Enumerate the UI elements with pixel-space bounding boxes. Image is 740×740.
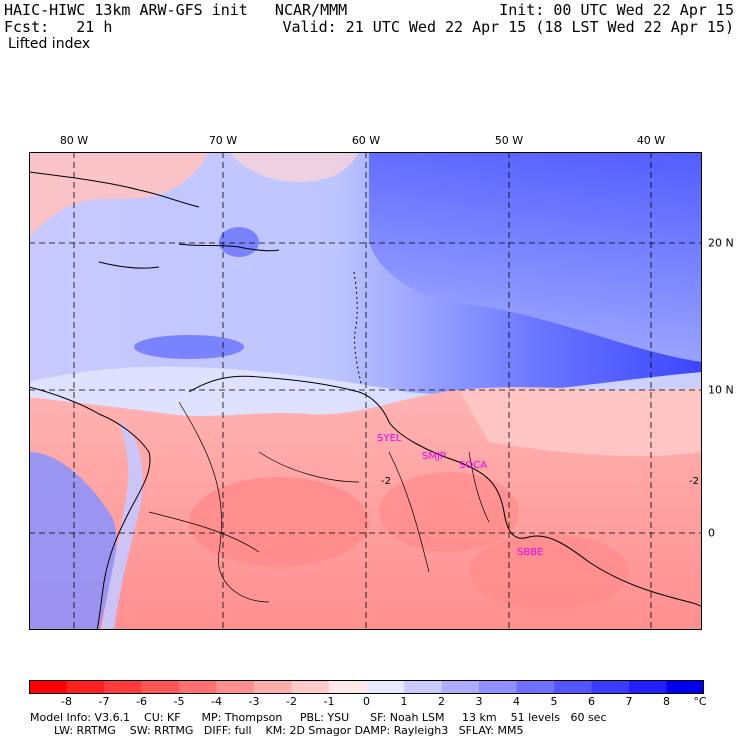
- colorbar-swatch: [141, 680, 180, 694]
- colorbar-frame: [29, 680, 704, 694]
- colorbar-swatch: [216, 680, 255, 694]
- north-pink-patch: [229, 152, 359, 182]
- colorbar-label: 0: [363, 695, 370, 708]
- latlon-grid: [29, 152, 702, 630]
- colorbar-swatch: [291, 680, 330, 694]
- colorbar-label: 3: [475, 695, 483, 708]
- lat-label-10n: 10 N: [708, 383, 734, 397]
- colorbar-swatch: [516, 680, 555, 694]
- colorbar-swatch: [479, 680, 517, 694]
- model-info-line1: Model Info: V3.6.1 CU: KF MP: Thompson P…: [30, 711, 607, 724]
- country-borders: [148, 401, 490, 603]
- colorbar-swatch: [666, 680, 704, 694]
- colorbar-label: 7: [625, 695, 633, 708]
- colorbar-swatch: [329, 680, 367, 694]
- station-smjp: SMJP: [422, 451, 446, 462]
- colorbar-swatch: [104, 680, 142, 694]
- colorbar-label: -1: [323, 695, 335, 708]
- colorbar-label: -8: [61, 695, 72, 708]
- colorbar-label: -6: [136, 695, 147, 708]
- colorbar-label: 5: [550, 695, 558, 708]
- valid-time: Valid: 21 UTC Wed 22 Apr 15 (18 LST Wed …: [282, 18, 734, 36]
- lon-label-80w: 80 W: [59, 134, 89, 147]
- contour-label-minus2: -2: [689, 476, 699, 487]
- field-name: Lifted index: [8, 36, 91, 52]
- red-core-central: [379, 472, 519, 552]
- colorbar-swatch: [441, 680, 480, 694]
- andes-blue-strip: [29, 452, 117, 630]
- colorbar-label: 2: [438, 695, 445, 708]
- colorbar-label: 4: [513, 695, 520, 708]
- colorbar-swatch: [254, 680, 292, 694]
- colorbar-swatch: [366, 680, 405, 694]
- colorbar-swatch: [29, 680, 67, 694]
- red-core-west: [189, 477, 369, 567]
- lon-label-50w: 50 W: [494, 134, 524, 147]
- colorbar: [29, 680, 704, 694]
- colorbar-label: 8: [663, 695, 670, 708]
- init-time: Init: 00 UTC Wed 22 Apr 15: [499, 1, 734, 19]
- hispaniola-stable-pocket: [219, 227, 259, 257]
- colorbar-label: °C: [693, 695, 707, 708]
- contour-label-minus2-b: -2: [381, 476, 391, 487]
- station-syel: SYEL: [377, 433, 402, 444]
- colorbar-swatch: [66, 680, 105, 694]
- lon-label-60w: 60 W: [351, 134, 381, 147]
- lat-label-0: 0: [708, 526, 715, 540]
- colorbar-swatch: [554, 680, 592, 694]
- lat-label-20n: 20 N: [708, 236, 734, 250]
- lon-label-70w: 70 W: [208, 134, 238, 147]
- station-soca: SOCA: [459, 460, 487, 471]
- forecast-hour: Fcst: 21 h: [4, 18, 113, 36]
- colorbar-label: -7: [98, 695, 110, 708]
- colorbar-swatch: [179, 680, 217, 694]
- coastlines: [29, 171, 702, 630]
- model-title: HAIC-HIWC 13km ARW-GFS init NCAR/MMM: [4, 1, 348, 19]
- colorbar-label: -3: [248, 695, 260, 708]
- colorbar-label: -2: [286, 695, 297, 708]
- colorbar-label: -5: [173, 695, 185, 708]
- model-info-line2: LW: RRTMG SW: RRTMG DIFF: full KM: 2D Sm…: [54, 724, 524, 737]
- colorbar-swatch: [591, 680, 630, 694]
- station-sbbe: SBBE: [517, 547, 543, 558]
- pink-band: [459, 387, 702, 457]
- caribbean-stable-pocket: [134, 335, 244, 359]
- lon-label-40w: 40 W: [636, 134, 666, 147]
- colorbar-label: 1: [400, 695, 408, 708]
- colorbar-label: -4: [211, 695, 222, 708]
- deep-stable-band: [369, 152, 702, 362]
- colorbar-swatch: [629, 680, 667, 694]
- colorbar-swatch: [404, 680, 442, 694]
- colorbar-label: 6: [588, 695, 595, 708]
- map-frame: [29, 152, 702, 630]
- lifted-index-map: -2 -2 SYEL SMJP SOCA SBBE: [29, 152, 702, 630]
